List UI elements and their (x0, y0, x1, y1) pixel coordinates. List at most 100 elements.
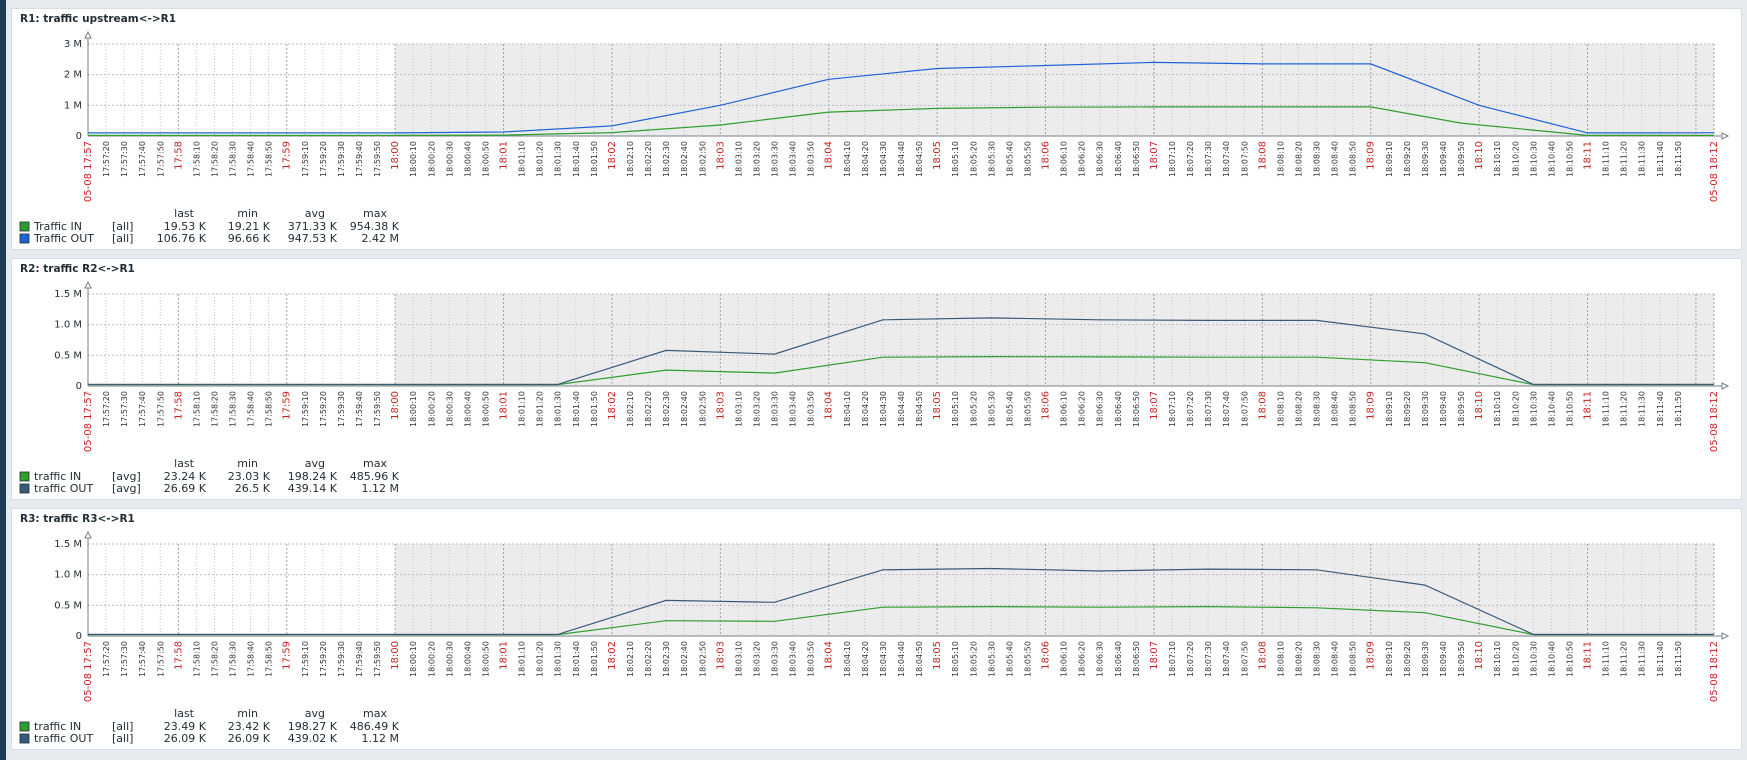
x-tick-label-minor: 18:10:10 (1493, 391, 1502, 427)
x-tick-label-minor: 18:06:20 (1078, 641, 1087, 677)
x-tick-label-minor: 17:57:30 (120, 641, 129, 677)
panel-title: R2: traffic R2<->R1 (20, 263, 135, 275)
x-tick-label-minor: 18:06:40 (1114, 641, 1123, 677)
x-tick-label-minor: 18:00:20 (427, 641, 436, 677)
x-tick-label-minor: 18:06:20 (1078, 141, 1087, 177)
x-tick-label-last: 05-08 18:12 (1709, 641, 1720, 702)
legend-header-avg: avg (305, 207, 325, 220)
graph-r3[interactable]: 0 0.5 M 1.0 M 1.5 M 05-08 17:57 17:57:20 17:57… (12, 509, 1743, 751)
highlight-region (395, 294, 1715, 386)
x-tick-label-minor: 18:03:30 (771, 641, 780, 677)
y-tick-label: 3 M (64, 39, 82, 50)
x-tick-label-minor: 18:07:50 (1240, 641, 1249, 677)
x-tick-label-major: 17:58 (173, 641, 184, 670)
legend-header-min: min (237, 457, 258, 470)
x-tick-label-major: 18:06 (1041, 391, 1052, 420)
x-tick-label-minor: 18:05:30 (987, 141, 996, 177)
legend-header-max: max (363, 707, 387, 720)
legend-value-max: 486.49 K (350, 720, 400, 733)
x-tick-label-minor: 17:58:40 (247, 141, 256, 177)
x-tick-label-minor: 17:59:30 (337, 141, 346, 177)
x-tick-label-minor: 18:05:10 (951, 391, 960, 427)
x-tick-label-minor: 17:59:50 (373, 141, 382, 177)
graph-panel-r1: R1: traffic upstream<->R1 0 1 M 2 M 3 M 05-0… (11, 8, 1742, 250)
y-tick-label: 0 (76, 631, 82, 642)
series-line-traffic-in (88, 106, 1714, 137)
x-tick-label-minor: 17:58:10 (192, 141, 201, 177)
x-tick-label-minor: 17:58:10 (192, 391, 201, 427)
x-tick-label-minor: 18:09:10 (1385, 641, 1394, 677)
x-tick-label-minor: 17:57:20 (102, 641, 111, 677)
x-tick-label-minor: 18:10:20 (1511, 141, 1520, 177)
x-tick-label-minor: 18:09:10 (1385, 391, 1394, 427)
x-tick-label-minor: 18:06:20 (1078, 391, 1087, 427)
x-tick-label-minor: 17:58:30 (229, 141, 238, 177)
legend-swatch (19, 483, 30, 494)
legend-value-min: 96.66 K (228, 232, 271, 245)
x-tick-label-minor: 18:07:20 (1186, 391, 1195, 427)
legend-value-last: 19.53 K (164, 220, 207, 233)
x-tick-label-minor: 18:01:20 (536, 641, 545, 677)
x-tick-label-minor: 18:08:40 (1331, 641, 1340, 677)
x-tick-label-major: 17:59 (282, 391, 293, 420)
graph-r1[interactable]: 0 1 M 2 M 3 M 05-08 17:57 17:57:20 17:57:30 17:… (12, 9, 1743, 251)
x-tick-label-major: 18:05 (932, 391, 943, 420)
x-tick-label-major: 18:11 (1583, 391, 1594, 420)
legend-header-max: max (363, 207, 387, 220)
x-tick-label-major: 18:03 (715, 391, 726, 420)
x-tick-label-minor: 18:06:40 (1114, 391, 1123, 427)
x-tick-label-minor: 17:58:30 (229, 641, 238, 677)
x-tick-label-minor: 17:58:50 (265, 391, 274, 427)
y-tick-label: 1.0 M (54, 320, 82, 331)
x-tick-label-minor: 18:05:20 (969, 641, 978, 677)
x-tick-label-major: 17:58 (173, 141, 184, 170)
legend-value-min: 23.03 K (228, 470, 271, 483)
x-tick-label-minor: 18:10:50 (1565, 391, 1574, 427)
x-tick-label-minor: 17:59:20 (319, 141, 328, 177)
x-tick-label-major: 18:06 (1041, 141, 1052, 170)
legend-series-name: traffic IN (34, 470, 81, 483)
x-tick-label-minor: 18:06:30 (1096, 141, 1105, 177)
x-tick-label-minor: 17:59:40 (355, 141, 364, 177)
x-tick-label-minor: 18:01:30 (554, 391, 563, 427)
x-tick-label-minor: 18:03:50 (807, 141, 816, 177)
x-tick-label-major: 18:04 (824, 391, 835, 420)
x-tick-label-minor: 18:08:40 (1331, 391, 1340, 427)
x-tick-label-minor: 18:02:40 (680, 641, 689, 677)
x-tick-label-minor: 18:07:20 (1186, 641, 1195, 677)
series-line-traffic-in (88, 605, 1714, 636)
x-tick-label-major: 17:59 (282, 641, 293, 670)
legend-value-avg: 439.02 K (288, 732, 338, 745)
x-tick-label-major: 17:58 (173, 391, 184, 420)
graph-r2[interactable]: 0 0.5 M 1.0 M 1.5 M 05-08 17:57 17:57:20 17:57… (12, 259, 1743, 501)
x-tick-label-minor: 18:08:20 (1294, 641, 1303, 677)
x-tick-label-minor: 18:02:10 (626, 641, 635, 677)
x-tick-label-major: 18:03 (715, 141, 726, 170)
x-tick-label-minor: 18:00:50 (481, 391, 490, 427)
x-tick-label-major: 18:05 (932, 141, 943, 170)
x-tick-label-minor: 17:58:40 (247, 391, 256, 427)
legend-series-name: traffic OUT (34, 732, 93, 745)
y-tick-label: 0 (76, 131, 82, 142)
legend-series-func: [all] (112, 232, 133, 245)
highlight-region (395, 544, 1715, 636)
x-tick-label-minor: 18:07:30 (1204, 641, 1213, 677)
x-tick-label-minor: 18:08:10 (1276, 391, 1285, 427)
legend-value-last: 23.49 K (164, 720, 207, 733)
x-tick-label-minor: 18:08:30 (1313, 391, 1322, 427)
x-tick-label-minor: 17:58:10 (192, 641, 201, 677)
x-tick-label-minor: 18:00:10 (409, 391, 418, 427)
legend-value-avg: 439.14 K (288, 482, 338, 495)
x-tick-label-minor: 18:01:50 (590, 141, 599, 177)
x-tick-label-minor: 18:11:20 (1620, 141, 1629, 177)
x-tick-label-minor: 18:11:30 (1638, 141, 1647, 177)
x-tick-label-minor: 18:05:30 (987, 391, 996, 427)
x-tick-label-minor: 18:09:40 (1439, 391, 1448, 427)
x-tick-label-major: 18:10 (1474, 391, 1485, 420)
x-tick-label-minor: 18:04:20 (861, 641, 870, 677)
x-tick-label-minor: 18:09:20 (1403, 641, 1412, 677)
series-line-traffic-out (88, 567, 1714, 636)
x-tick-label-minor: 18:05:40 (1005, 641, 1014, 677)
x-tick-label-minor: 18:07:50 (1240, 141, 1249, 177)
x-tick-label-minor: 18:04:40 (897, 641, 906, 677)
